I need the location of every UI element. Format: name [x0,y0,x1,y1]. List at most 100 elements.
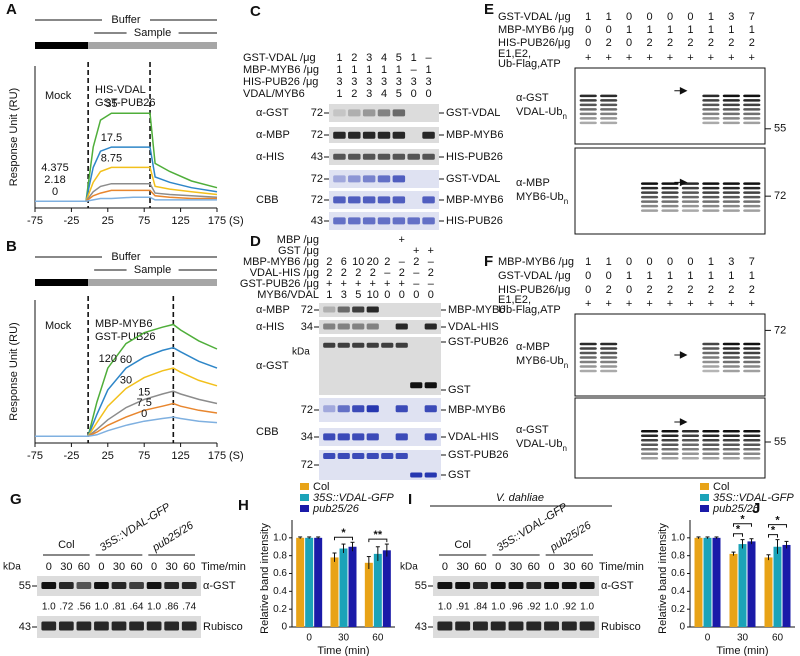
band [362,153,376,160]
band [600,108,618,111]
lane-label: 0 [646,11,652,23]
band [722,182,740,185]
sensorgram-line [35,166,218,202]
lane-label: 2 [606,37,612,49]
antibody-label: α-GST [516,424,549,436]
quant-label: 1.0 [147,602,161,613]
target-label: MYB6-Ubn [516,191,568,206]
mw-label: 55 [774,436,786,448]
quant-label: .86 [165,602,179,613]
blot-strip [319,320,441,334]
band [743,365,761,368]
band [323,306,336,313]
lane-label: 0 [426,88,432,100]
band [640,191,659,194]
lane-label: 4 [381,88,387,100]
lane-label: 1 [411,52,417,64]
lane-label: 2 [326,256,332,268]
lane-label: 1 [585,256,591,268]
series-label: 17.5 [101,132,122,144]
band [94,582,109,589]
mw-label: 72 [311,173,323,185]
lane-label: 1 [396,64,402,76]
lane-label: 2 [326,267,332,279]
band [661,448,679,451]
band [579,117,597,120]
lane-label: 3 [366,76,372,88]
band-label: VDAL-HIS [448,431,499,443]
band [381,342,394,348]
band [337,306,350,313]
error-bar [696,536,701,539]
band [348,175,361,183]
band [579,94,597,98]
analyte-label: HIS-VDAL [95,84,146,96]
band [600,121,618,125]
lane-label: 2 [428,267,434,279]
row-label: MBP-MYB6 /μg [243,64,319,76]
band [702,108,720,111]
antibody-label: α-HIS [256,151,284,163]
lane-label: + [355,278,361,290]
sample-bar [88,42,217,49]
sample-label: Sample [134,27,171,39]
mw-label: 43 [415,621,427,633]
analyte-label: MBP-MYB6 [95,318,152,330]
band [722,195,740,199]
row-label: Ub-Flag,ATP [498,304,561,316]
lane-label: 60 [581,561,593,573]
band [424,323,437,330]
lane-label: 30 [166,561,178,573]
lane-label: – [428,278,435,290]
bar [364,562,373,627]
lane-label: 3 [381,76,387,88]
lane-label: 30 [510,561,522,573]
band [579,356,597,359]
band [681,209,700,212]
band [702,117,720,120]
lane-label: 7 [749,11,755,23]
sensorgram-line [35,402,218,437]
blot-strip [329,104,439,122]
band [743,121,761,125]
band [352,306,365,313]
band [455,582,471,589]
band [722,108,740,111]
band [661,204,679,208]
bar [703,537,712,627]
lane-label: 0 [411,88,417,100]
band [722,204,740,208]
row-label: GST /μg [278,245,319,257]
x-tick-label: 30 [338,633,350,644]
band [41,582,57,589]
band [661,430,679,433]
lane-label: 0 [667,11,673,23]
lane-label: 0 [606,270,612,282]
mw-label: 72 [774,324,786,336]
series-label: 15 [138,386,150,398]
lane-label: 30 [113,561,125,573]
mw-label: 43 [311,151,323,163]
blot-strip [319,303,441,317]
y-tick-label: 0 [679,622,685,633]
group-label: Col [58,539,75,551]
band [362,131,376,139]
target-label: VDAL-Ubn [516,106,567,121]
band [722,191,740,194]
band [743,99,761,102]
band [640,448,659,451]
quant-label: .96 [509,602,523,613]
significance-label: * [740,514,745,526]
band [722,94,740,98]
band [702,351,720,355]
lane-label: 1 [626,24,632,36]
lane-label: 1 [606,256,612,268]
band [579,99,597,102]
bar [738,544,747,627]
lane-label: 2 [413,256,419,268]
arrow [674,351,688,359]
band [702,99,720,102]
lane-label: 0 [585,37,591,49]
lane-label: + [626,52,632,64]
